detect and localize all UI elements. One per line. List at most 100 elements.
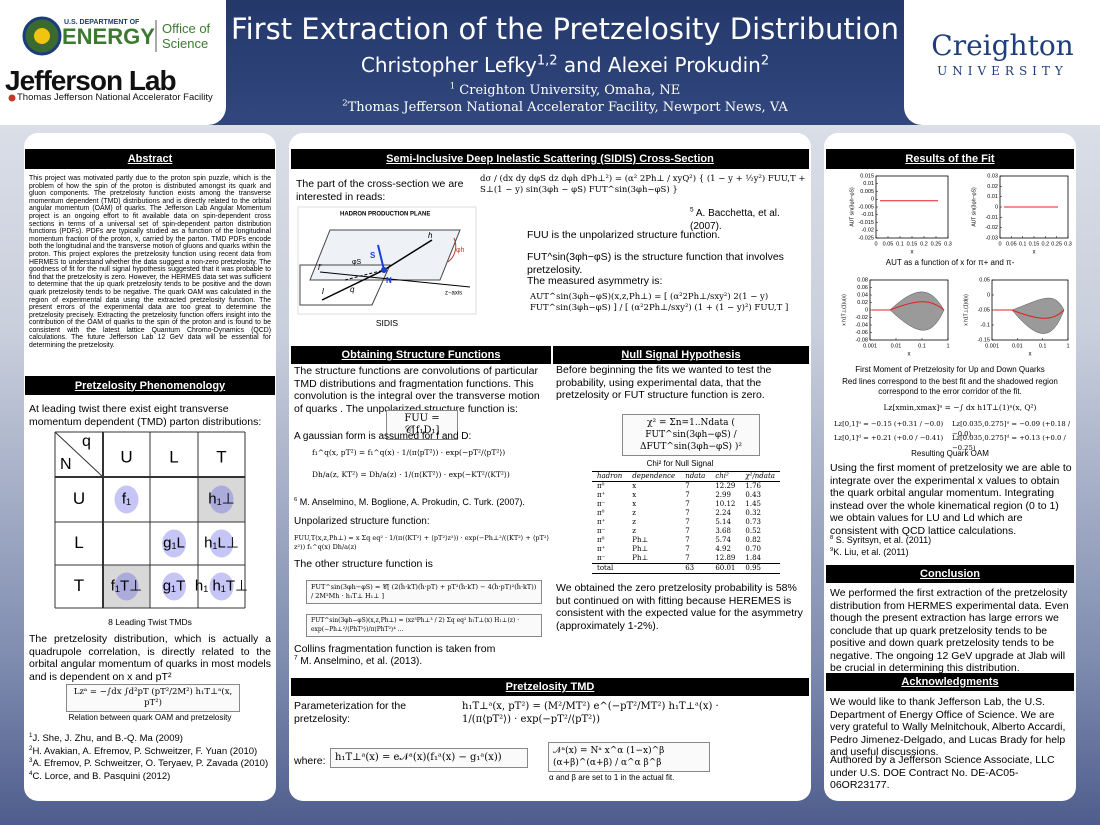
reference: 3A. Efremov, P. Schweitzer, O. Teryaev, … — [29, 756, 273, 770]
table-cell: π⁻ — [597, 527, 606, 535]
table-cell: Ph⊥ — [632, 545, 649, 553]
phenomenology-paragraph: The pretzelosity distribution, which is … — [29, 633, 271, 683]
table-row: π⁻ x 7 10.12 1.45 — [592, 500, 780, 509]
other-structure-formula: FUT^sin(3φh−φS) = 𝒞[ (2(ĥ·kT)(ĥ·pT) + pT… — [306, 580, 542, 604]
x-tick-label: 0.1 — [918, 343, 926, 349]
y-tick-label: 0 — [995, 204, 998, 210]
parameterization-text: Parameterization for the pretzelosity: — [294, 700, 407, 725]
tmd-glow — [209, 572, 234, 601]
figure-label: l — [322, 287, 324, 296]
y-axis-label: AUT sin(3φh−φS) — [971, 187, 977, 227]
table-cell: x — [632, 491, 637, 499]
y-tick-label: 0 — [865, 307, 868, 313]
tmd-cell: f₁ — [122, 490, 131, 507]
reference-text: K. Liu, et al. (2011) — [833, 547, 909, 557]
y-tick-label: -0.03 — [985, 235, 998, 241]
fit-note: α and β are set to 1 in the actual fit. — [549, 773, 675, 782]
x-tick-label: 0.1 — [1039, 343, 1047, 349]
acknowledgments-contract: Authored by a Jefferson Science Associat… — [830, 754, 1055, 791]
table-row: π⁺ Ph⊥ 7 4.92 0.70 — [592, 545, 780, 554]
n-formula: 𝒩ᵃ(x) = Nᵃ x^α (1−x)^β (α+β)^(α+β) / α^α… — [548, 742, 710, 772]
x-tick-label: 0 — [998, 241, 1001, 247]
table-cell: 0.52 — [745, 527, 761, 535]
table-row: π⁰ z 7 2.24 0.32 — [592, 509, 780, 518]
y-tick-label: 0.04 — [857, 292, 868, 298]
reference-number: 7 — [294, 654, 298, 662]
section-heading: Results of the Fit — [826, 149, 1074, 169]
reference-text: M. Anselmino, M. Boglione, A. Prokudin, … — [297, 497, 525, 507]
section-heading: Pretzelosity Phenomenology — [25, 376, 275, 395]
h1t-formula: h₁T⊥ᵃ(x) = e𝒩ᵃ(x)(f₁ᵃ(x) − g₁ᵃ(x)) — [330, 748, 528, 768]
tmd-cell: g₁L — [163, 534, 185, 551]
x-tick-label: 1 — [946, 343, 949, 349]
doe-line2: ENERGY — [62, 24, 155, 49]
lepton-in — [321, 269, 385, 301]
poster-title: First Extraction of the Pretzelosity Dis… — [231, 12, 899, 46]
table-cell: 1.76 — [745, 482, 761, 490]
phenomenology-intro: At leading twist there exist eight trans… — [29, 403, 262, 428]
y-tick-label: -0.005 — [858, 204, 874, 210]
tmd-cell: h₁⊥ — [208, 490, 234, 507]
jlab-subtitle: Thomas Jefferson National Accelerator Fa… — [17, 92, 213, 103]
table-cell: z — [632, 527, 636, 535]
table-cell: π⁻ — [597, 554, 606, 562]
table-cell: 0.95 — [740, 563, 780, 574]
reference-number: 3 — [29, 756, 33, 764]
reference-text: H. Avakian, A. Efremov, P. Schweitzer, F… — [32, 745, 258, 757]
x-tick-label: 0.2 — [1042, 241, 1050, 247]
table-row: π⁺ x 7 2.99 0.43 — [592, 491, 780, 500]
fuu-text: FUU is the unpolarized structure functio… — [527, 229, 721, 241]
photon-line — [344, 269, 385, 281]
reference-text: A. Efremov, P. Schweitzer, O. Teryaev, P… — [32, 758, 269, 769]
table-cell: 7 — [685, 545, 690, 553]
table-cell: 7 — [685, 518, 690, 526]
table-row: hadron dependence ndata chi² χ²/ndata — [592, 471, 780, 482]
office-line1: Office of — [162, 21, 211, 36]
sidis-intro: The part of the cross-section we are int… — [296, 178, 464, 203]
reference-text: C. Lorce, and B. Pasquini (2012) — [32, 770, 171, 782]
x-tick-label: 0.1 — [1019, 241, 1027, 247]
section-heading: Semi-Inclusive Deep Inelastic Scattering… — [291, 149, 809, 169]
tmd-corner-n: N — [60, 456, 72, 473]
best-fit-line — [872, 301, 945, 311]
creighton-logo: Creighton — [931, 29, 1074, 62]
table-cell: total — [592, 563, 628, 574]
table-cell: Ph⊥ — [632, 536, 649, 544]
table-cell: 7 — [685, 509, 690, 517]
affiliation: 1 Creighton University, Omaha, NE — [226, 81, 904, 99]
tmd-glow — [209, 529, 234, 558]
table-cell: 1.84 — [745, 554, 761, 562]
figure-label: q — [350, 285, 355, 294]
reference-text: S. Syritsyn, et al. (2011) — [833, 535, 932, 545]
tmd-row-label: L — [74, 533, 83, 552]
reference: 2H. Avakian, A. Efremov, P. Schweitzer, … — [29, 745, 273, 758]
table-cell: 3.68 — [715, 527, 731, 535]
plot-frame — [875, 175, 949, 239]
table-cell: z — [632, 518, 636, 526]
table-cell: 60.01 — [710, 563, 741, 574]
table-row: π⁻ Ph⊥ 7 12.89 1.84 — [592, 554, 780, 564]
jlab-dot — [8, 94, 16, 102]
results-text: Using the first moment of pretzelosity w… — [830, 462, 1072, 537]
y-tick-label: -0.02 — [855, 315, 868, 321]
table-cell: 63 — [680, 563, 711, 574]
table-cell: 0.82 — [745, 536, 761, 544]
x-tick-label: 0.001 — [985, 343, 999, 349]
table-cell: π⁺ — [597, 545, 606, 553]
table-cell: 10.12 — [715, 500, 736, 508]
tmd-shade — [198, 477, 245, 522]
figure-label: h — [428, 231, 433, 240]
doe-line1: U.S. DEPARTMENT OF — [64, 19, 140, 26]
table-cell: 7 — [685, 482, 690, 490]
oam-caption: Resulting Quark OAM — [911, 449, 989, 458]
tmd-row-label: T — [74, 576, 84, 595]
tmd-glow — [209, 485, 234, 514]
author-name: and Alexei Prokudin — [557, 53, 761, 77]
x-tick-label: 0.05 — [1006, 241, 1017, 247]
oam-formula: Lzᵃ = −∫dx ∫d²pT (pT²/2M²) h₁T⊥ᵃ(x, pT²) — [66, 684, 240, 712]
nucleon — [381, 267, 387, 273]
z-axis — [319, 271, 471, 288]
y-tick-label: 0.08 — [857, 277, 868, 283]
x-tick-label: 0.1 — [896, 241, 904, 247]
oam-value: Lz[0,1]ᵈ = +0.21 (+0.0 / −0.41) — [834, 434, 944, 442]
